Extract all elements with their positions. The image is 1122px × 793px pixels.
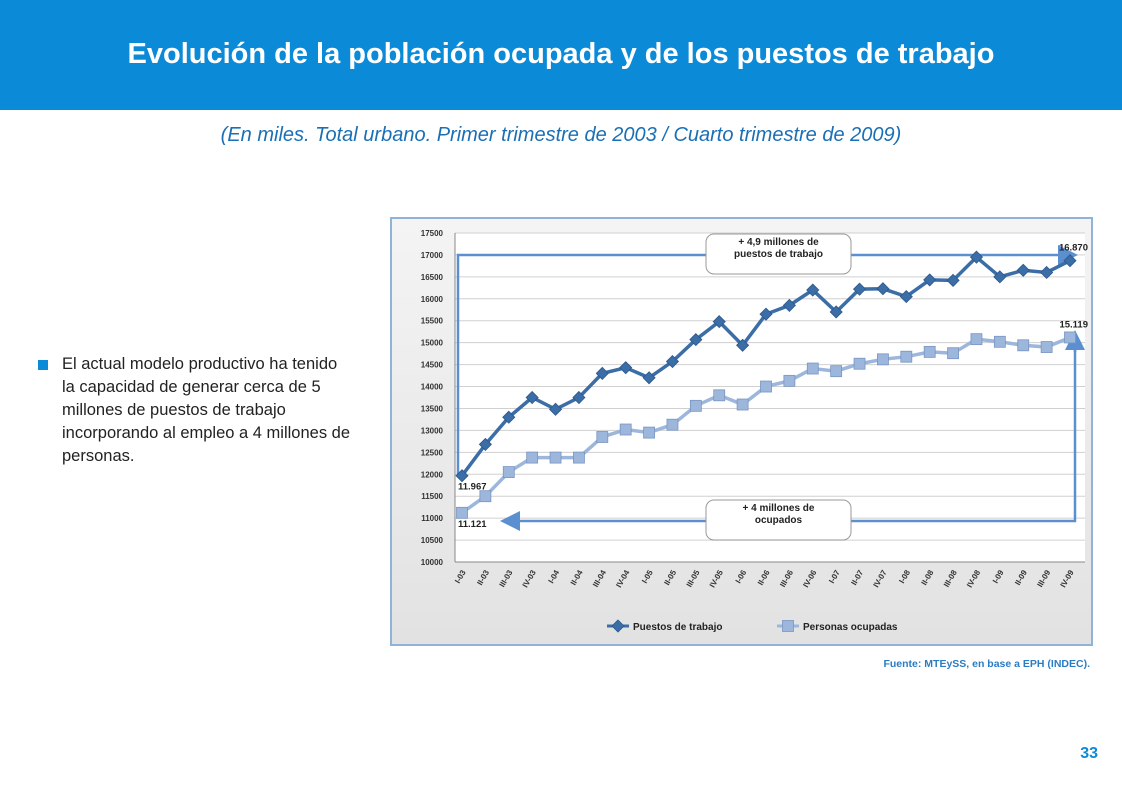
y-tick-label: 13000 [421,426,444,435]
point [595,366,609,380]
point [712,315,726,329]
point [970,333,983,346]
point [900,350,913,363]
header: Evolución de la población ocupada y de l… [0,0,1122,110]
y-tick-label: 17500 [421,229,444,238]
y-tick-label: 14000 [421,383,444,392]
y-tick-label: 16000 [421,295,444,304]
legend-label: Puestos de trabajo [633,622,722,633]
y-tick-label: 15000 [421,339,444,348]
y-tick-label: 16500 [421,273,444,282]
y-tick-label: 15500 [421,317,444,326]
data-label: 11.967 [458,482,487,493]
y-tick-label: 17000 [421,251,444,260]
point [1040,265,1054,280]
point [525,390,539,405]
annotation-text: + 4 millones de ocupados [742,503,815,526]
point [689,399,702,412]
point [611,619,625,633]
y-tick-label: 10500 [421,536,444,545]
point [689,333,703,347]
point [1064,331,1076,344]
point [783,374,796,387]
point [455,469,469,483]
data-label: 16.870 [1059,243,1088,254]
point [993,335,1006,348]
y-tick-label: 13500 [421,404,444,413]
point [993,270,1007,284]
point [478,437,492,452]
point [502,410,516,424]
point [736,398,749,411]
page-number: 33 [1080,745,1098,762]
point [643,426,655,439]
y-tick-label: 10000 [421,558,444,567]
annotation-text: + 4,9 millones de puestos de trabajo [734,237,823,260]
point [782,620,794,632]
y-tick-label: 14500 [421,361,444,370]
point [969,250,984,264]
point [713,389,726,402]
point [852,282,867,296]
point [876,282,890,296]
y-tick-label: 12000 [421,470,444,479]
point [806,283,820,297]
data-label: 11.121 [458,519,487,530]
point [759,307,773,321]
point [899,290,913,304]
point [923,345,936,358]
point [853,357,866,370]
point [479,490,492,503]
data-label: 15.119 [1059,319,1088,330]
point [806,362,819,375]
point [642,371,656,385]
arrow [500,340,1077,531]
point [736,338,750,352]
y-tick-label: 11000 [421,514,443,523]
point [502,466,515,478]
point [1063,254,1077,268]
legend-label: Personas ocupadas [803,622,898,633]
point [456,506,468,519]
point [946,273,960,287]
point [596,431,609,443]
point [782,298,796,312]
annotation: + 4,9 millones de puestos de trabajo [734,237,823,260]
y-tick-label: 11500 [421,492,443,501]
arrow [456,245,1078,475]
y-tick-label: 12500 [421,448,444,457]
point [619,361,633,375]
point [665,354,680,369]
point [1017,339,1030,352]
point [549,451,562,464]
point [877,353,889,366]
point [573,451,585,464]
annotation-box [705,499,852,541]
annotation-box [705,233,852,275]
point [548,402,563,416]
subtitle: (En miles. Total urbano. Primer trimestr… [220,124,902,146]
source: Fuente: MTEySS, en base a EPH (INDEC). [883,658,1090,670]
point [666,418,679,431]
point [1040,341,1053,353]
point [572,390,586,405]
point [619,423,632,436]
point [829,305,843,319]
point [526,451,539,464]
point [830,365,843,378]
point [947,347,959,360]
point [760,380,772,393]
bullet-text: El actual modelo productivo ha tenido la… [38,353,352,468]
point [1016,263,1030,277]
slide-title: Evolución de la población ocupada y de l… [127,38,995,70]
point [923,273,937,287]
annotation: + 4 millones de ocupados [742,503,815,526]
